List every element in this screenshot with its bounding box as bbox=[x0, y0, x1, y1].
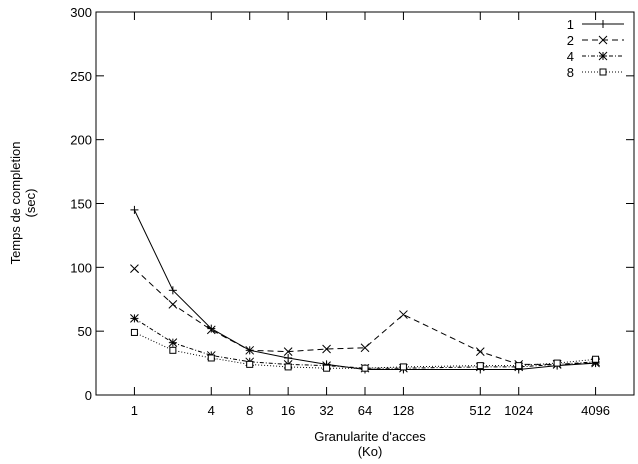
marker-stroke bbox=[322, 344, 331, 354]
marker-stroke bbox=[475, 347, 485, 356]
legend-item-4: 4 bbox=[567, 49, 624, 64]
y-tick-label: 150 bbox=[70, 197, 92, 212]
y-axis-label-line2: (sec) bbox=[23, 189, 38, 218]
marker-stroke bbox=[399, 310, 408, 319]
marker-stroke bbox=[553, 359, 561, 367]
square-marker bbox=[284, 363, 292, 371]
star-marker bbox=[168, 338, 178, 348]
y-tick-label: 0 bbox=[85, 388, 92, 403]
marker-stroke bbox=[399, 363, 407, 371]
axes bbox=[95, 11, 635, 396]
cross-marker bbox=[283, 347, 293, 356]
cross-marker bbox=[360, 343, 370, 353]
marker-stroke bbox=[168, 338, 178, 348]
marker-stroke bbox=[130, 264, 139, 273]
legend-item-1: 1 bbox=[567, 17, 624, 32]
cross-marker bbox=[598, 35, 608, 45]
legend-item-2: 2 bbox=[567, 33, 624, 48]
marker-stroke bbox=[207, 354, 215, 362]
marker-stroke bbox=[245, 345, 255, 355]
marker-stroke bbox=[206, 325, 216, 335]
plus-marker bbox=[130, 205, 139, 214]
legend-label: 2 bbox=[567, 33, 574, 48]
series-line-1 bbox=[133, 209, 596, 370]
x-tick-label: 1 bbox=[131, 403, 138, 418]
legend-label: 8 bbox=[567, 65, 574, 80]
marker-stroke bbox=[592, 355, 600, 363]
square-marker bbox=[361, 364, 369, 372]
y-tick-label: 200 bbox=[70, 133, 92, 148]
x-tick-label: 32 bbox=[319, 403, 333, 418]
marker-stroke bbox=[283, 347, 293, 356]
cross-marker bbox=[322, 344, 331, 354]
y-axis-label-line1: Temps de completion bbox=[8, 142, 23, 265]
square-marker bbox=[592, 355, 600, 363]
marker-stroke bbox=[361, 364, 369, 372]
square-marker bbox=[599, 68, 607, 76]
x-tick-label: 512 bbox=[469, 403, 491, 418]
legend-label: 1 bbox=[567, 17, 574, 32]
square-marker bbox=[246, 360, 254, 368]
x-tick-label: 4096 bbox=[581, 403, 610, 418]
marker-stroke bbox=[476, 362, 484, 370]
marker-stroke bbox=[246, 360, 254, 368]
star-marker bbox=[130, 314, 139, 323]
x-tick-label: 8 bbox=[246, 403, 253, 418]
y-tick-label: 300 bbox=[70, 5, 92, 20]
x-axis-label-line1: Granularite d'acces bbox=[314, 429, 426, 444]
marker-stroke bbox=[599, 68, 607, 76]
cross-marker bbox=[130, 264, 139, 273]
marker-stroke bbox=[598, 51, 608, 61]
square-marker bbox=[207, 354, 215, 362]
series-8 bbox=[130, 328, 600, 372]
marker-stroke bbox=[598, 35, 608, 45]
marker-stroke bbox=[360, 343, 370, 353]
x-tick-label: 64 bbox=[358, 403, 372, 418]
marker-stroke bbox=[130, 328, 138, 336]
series-4 bbox=[130, 314, 600, 373]
cross-marker bbox=[399, 310, 408, 319]
series-line-8 bbox=[134, 331, 596, 369]
series-2 bbox=[130, 264, 600, 369]
square-marker bbox=[130, 328, 138, 336]
cross-marker bbox=[168, 300, 178, 309]
square-marker bbox=[553, 359, 561, 367]
x-tick-label: 1024 bbox=[504, 403, 533, 418]
square-marker bbox=[476, 362, 484, 370]
x-axis-label-line2: (Ko) bbox=[358, 444, 383, 459]
star-marker bbox=[598, 51, 608, 61]
marker-stroke bbox=[168, 300, 178, 309]
marker-stroke bbox=[323, 364, 331, 372]
cross-marker bbox=[245, 345, 255, 355]
plus-marker bbox=[168, 286, 177, 295]
y-tick-label: 50 bbox=[78, 324, 92, 339]
square-marker bbox=[399, 363, 407, 371]
series-line-2 bbox=[134, 268, 596, 365]
legend-item-8: 8 bbox=[567, 65, 624, 80]
marker-stroke bbox=[130, 314, 139, 323]
legend-label: 4 bbox=[567, 49, 574, 64]
square-marker bbox=[515, 362, 523, 370]
series bbox=[130, 205, 600, 374]
x-tick-label: 128 bbox=[393, 403, 415, 418]
y-tick-label: 250 bbox=[70, 69, 92, 84]
marker-stroke bbox=[169, 346, 177, 354]
cross-marker bbox=[475, 347, 485, 356]
square-marker bbox=[169, 346, 177, 354]
plot-frame bbox=[95, 11, 635, 396]
marker-stroke bbox=[284, 363, 292, 371]
y-tick-label: 100 bbox=[70, 260, 92, 275]
series-line-4 bbox=[134, 317, 596, 369]
square-marker bbox=[323, 364, 331, 372]
x-tick-label: 4 bbox=[208, 403, 215, 418]
x-tick-label: 16 bbox=[281, 403, 295, 418]
plus-marker bbox=[599, 20, 607, 28]
marker-stroke bbox=[515, 362, 523, 370]
cross-marker bbox=[206, 325, 216, 335]
